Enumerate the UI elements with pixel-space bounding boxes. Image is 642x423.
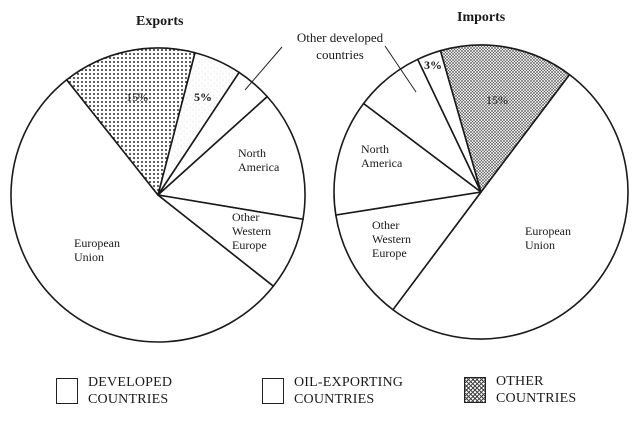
exports-pie [10,47,306,343]
imports-owe-label: Other Western Europe [372,218,412,260]
pie-slice [439,44,571,193]
exports-owe-label: Other Western Europe [232,210,272,252]
legend-oil-exporting: OIL-EXPORTING COUNTRIES [262,374,403,408]
legend-other: OTHER COUNTRIES [464,373,576,407]
imports-title: Imports [457,10,506,25]
imports-other-pct: 15% [486,93,508,107]
callout-line2: countries [316,47,364,62]
exports-other-pct: 15% [126,90,148,104]
pie-slice [157,194,304,287]
other-developed-callout: Other developed countries [270,29,410,63]
callout-line1: Other developed [296,30,384,45]
pie-slice [335,191,482,311]
exports-title: Exports [136,14,184,29]
imports-pie [333,44,629,340]
pie-slice [65,47,196,196]
pie-slice [10,78,275,343]
pie-slice [157,95,306,221]
exports-callout-line [244,46,283,91]
exports-eu-label: European Union [74,236,120,264]
imports-oil-pct: 3% [424,58,442,72]
exports-na-label: North America [238,146,280,174]
legend-developed: DEVELOPED COUNTRIES [56,374,172,408]
legend-swatch-plain [262,378,284,404]
legend-swatch-plain [56,378,78,404]
pie-slice [392,73,629,340]
exports-oil-pct: 5% [194,90,212,104]
legend-swatch-hatched [464,377,486,403]
imports-eu-label: European Union [525,224,571,252]
imports-na-label: North America [361,142,403,170]
imports-callout-line [384,45,417,93]
pie-slice [333,102,482,216]
